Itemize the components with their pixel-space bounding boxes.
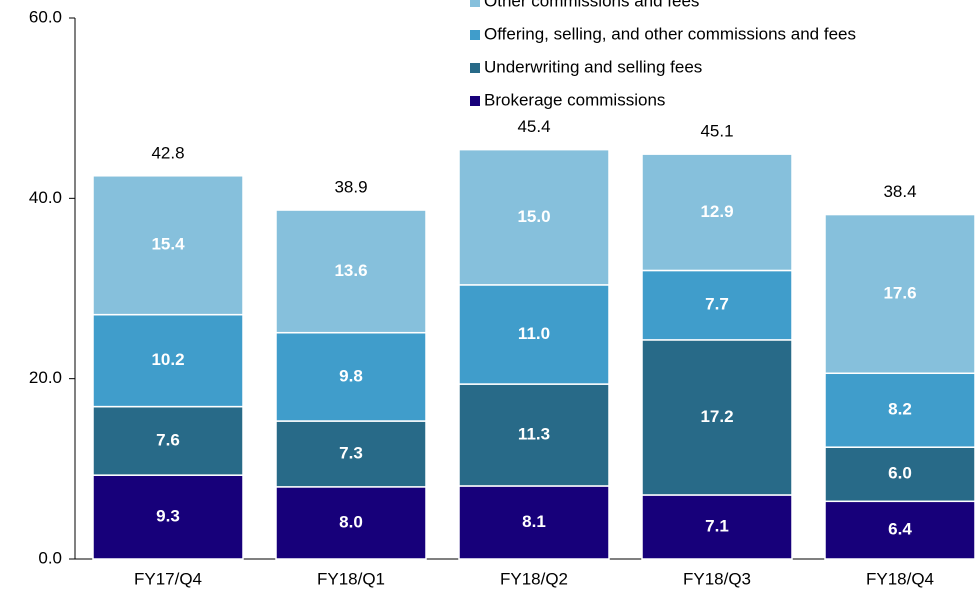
bar-segment [458, 284, 610, 385]
total-label: 42.8 [151, 143, 184, 162]
data-label: 7.3 [339, 443, 363, 462]
bar-segment [458, 383, 610, 487]
data-label: 12.9 [700, 202, 733, 221]
x-tick-label: FY17/Q4 [134, 569, 202, 588]
y-tick-label: 0.0 [38, 548, 62, 567]
data-label: 17.6 [883, 283, 916, 302]
bar-segment [275, 420, 427, 488]
bar-segment [92, 405, 244, 476]
bar-segment [458, 485, 610, 560]
bar-segment [641, 269, 793, 341]
x-tick-label: FY18/Q1 [317, 569, 385, 588]
data-label: 9.8 [339, 366, 363, 385]
data-label: 11.3 [518, 425, 550, 444]
total-label: 38.4 [883, 182, 916, 201]
legend-swatch [470, 63, 480, 73]
legend-label: Offering, selling, and other commissions… [484, 24, 856, 43]
bar-segment [641, 153, 793, 272]
bar-segment [458, 148, 610, 286]
bar-segment [641, 339, 793, 496]
data-label: 15.0 [517, 207, 550, 226]
bar-segment [92, 175, 244, 316]
data-label: 8.2 [888, 400, 912, 419]
bar-segment [641, 494, 793, 560]
data-label: 7.6 [156, 430, 180, 449]
bar-segment [275, 209, 427, 334]
y-tick-label: 20.0 [29, 368, 62, 387]
bar-segment [275, 486, 427, 560]
total-label: 45.1 [700, 122, 733, 141]
data-label: 6.4 [888, 520, 912, 539]
bar-segment [275, 331, 427, 422]
data-label: 13.6 [334, 261, 367, 280]
bar-segment [824, 500, 975, 560]
data-label: 7.7 [705, 295, 729, 314]
legend-swatch [470, 0, 480, 7]
data-label: 10.2 [151, 350, 184, 369]
data-label: 15.4 [151, 235, 185, 254]
legend-label: Underwriting and selling fees [484, 57, 702, 76]
y-tick-label: 40.0 [29, 188, 62, 207]
total-label: 45.4 [517, 117, 550, 136]
bar-segment [92, 313, 244, 408]
data-label: 6.0 [888, 464, 912, 483]
y-tick-label: 60.0 [29, 7, 62, 26]
x-tick-label: FY18/Q2 [500, 569, 568, 588]
bar-segment [824, 446, 975, 503]
legend-swatch [470, 96, 480, 106]
data-label: 8.1 [522, 512, 546, 531]
data-label: 11.0 [518, 324, 550, 343]
legend-label: Brokerage commissions [484, 90, 665, 109]
data-label: 7.1 [705, 516, 729, 535]
legend-swatch [470, 30, 480, 40]
data-label: 9.3 [156, 507, 180, 526]
legend-label: Other commissions and fees [484, 0, 699, 10]
x-tick-label: FY18/Q4 [866, 569, 934, 588]
bar-segment [824, 213, 975, 375]
data-label: 8.0 [339, 512, 363, 531]
data-label: 17.2 [700, 407, 733, 426]
total-label: 38.9 [334, 178, 367, 197]
bar-segment [824, 372, 975, 448]
x-tick-label: FY18/Q3 [683, 569, 751, 588]
bar-segment [92, 474, 244, 560]
